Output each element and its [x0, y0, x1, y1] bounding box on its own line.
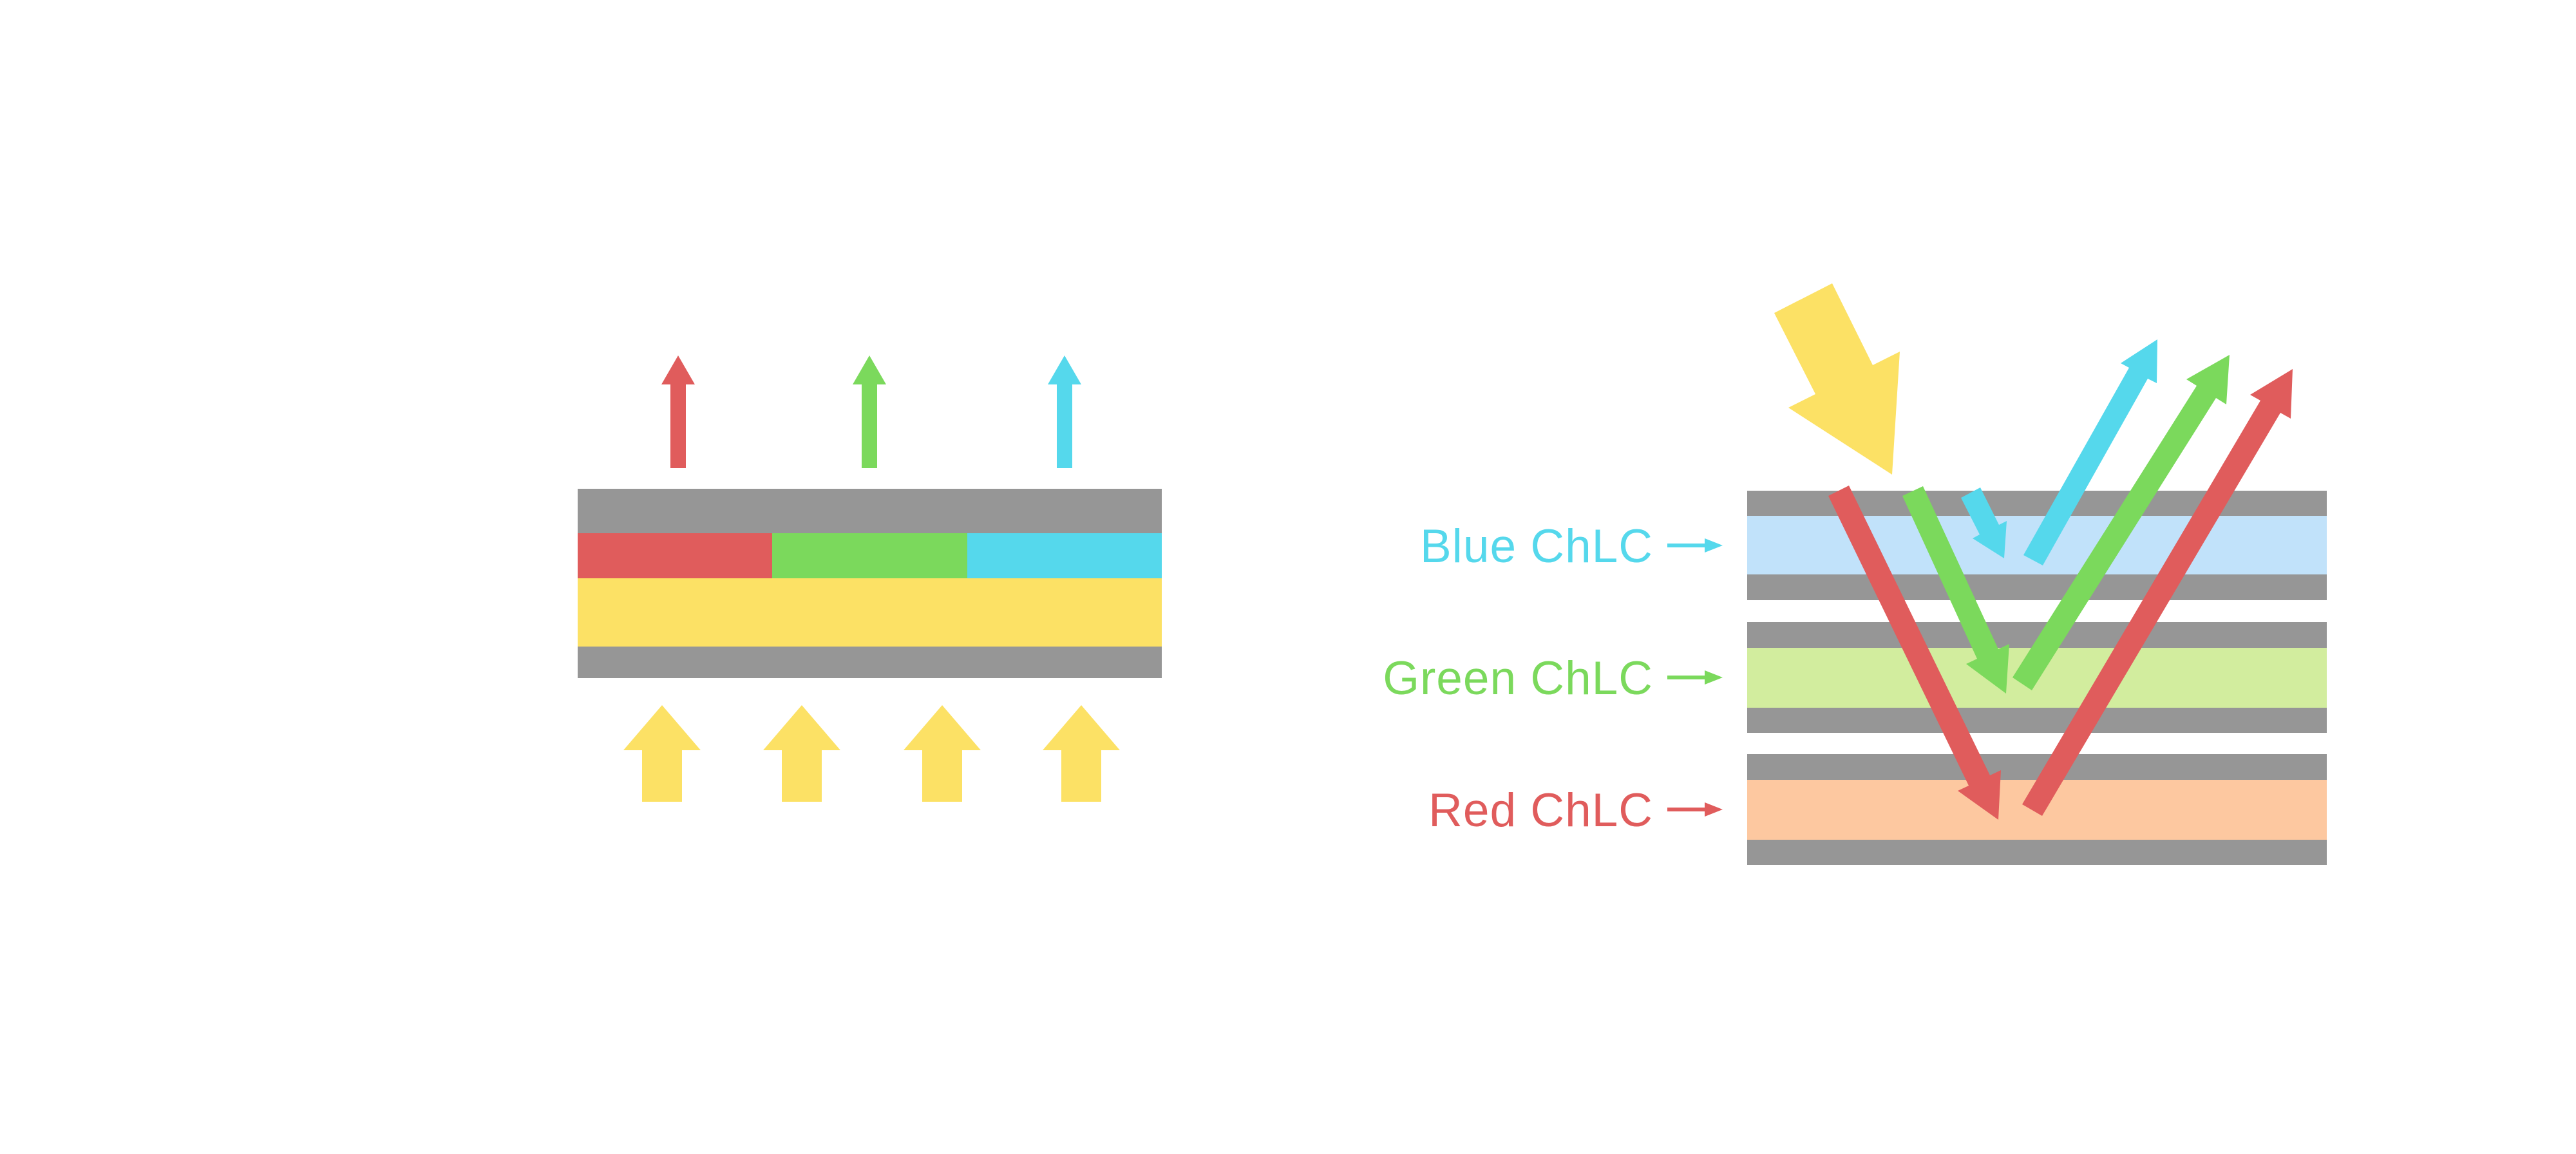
right-substrate-2	[1747, 574, 2327, 600]
left-green-pixel-segment	[772, 533, 967, 578]
backlight-arrow-icon-4	[1043, 705, 1120, 802]
left-diagram	[578, 355, 1162, 802]
red-label-pointer-arrow-icon	[1667, 802, 1723, 817]
backlight-arrow-icon-3	[904, 705, 981, 802]
green-reflected-arrow-icon	[2012, 355, 2230, 690]
right-substrate-4	[1747, 708, 2327, 733]
backlight-arrow-icon-1	[623, 705, 701, 802]
left-backlight-layer-group	[578, 578, 1162, 647]
cyan-emitted-arrow-icon	[1048, 355, 1081, 468]
left-cyan-pixel-segment	[967, 533, 1162, 578]
red-reflected-arrow-icon	[2022, 369, 2293, 816]
left-cyan-output-group	[1048, 355, 1081, 468]
left-backlight-layer	[578, 578, 1162, 647]
green-emitted-arrow-icon	[853, 355, 886, 468]
blue-reflected-arrow-icon	[2023, 339, 2157, 565]
red-emitted-arrow-icon	[661, 355, 695, 468]
left-bottom-substrate	[578, 647, 1162, 678]
layer-labels: Blue ChLC Green ChLC Red ChLC	[1383, 520, 1723, 837]
blue-reflection-path	[1961, 339, 2157, 565]
green-reflection-path	[1902, 355, 2230, 694]
green-label-pointer-arrow-icon	[1667, 670, 1723, 685]
blue-label-pointer-arrow-icon	[1667, 538, 1723, 553]
right-diagram: Blue ChLC Green ChLC Red ChLC	[1383, 283, 2327, 865]
left-green-segment-group	[772, 533, 967, 578]
red-incoming-arrow-icon	[1828, 486, 2001, 820]
red-chlc-label: Red ChLC	[1428, 784, 1653, 837]
backlight-arrow-icon-2	[763, 705, 840, 802]
blue-incoming-arrow-icon	[1961, 487, 2007, 558]
blue-chlc-label: Blue ChLC	[1420, 520, 1653, 572]
red-reflection-path	[1828, 369, 2293, 820]
left-green-output-group	[853, 355, 886, 468]
right-substrate-6	[1747, 840, 2327, 865]
left-red-segment-group	[578, 533, 772, 578]
right-substrate-5	[1747, 754, 2327, 780]
green-incoming-arrow-icon	[1902, 486, 2009, 694]
incident-light-arrow-icon	[1774, 283, 1900, 475]
left-red-output-group	[661, 355, 695, 468]
incident-light-group	[1774, 283, 1900, 475]
left-backlight-arrows	[623, 705, 1120, 802]
left-substrates	[578, 489, 1162, 678]
left-cyan-segment-group	[967, 533, 1162, 578]
green-chlc-label: Green ChLC	[1383, 652, 1653, 705]
left-red-pixel-segment	[578, 533, 772, 578]
left-top-substrate	[578, 489, 1162, 533]
